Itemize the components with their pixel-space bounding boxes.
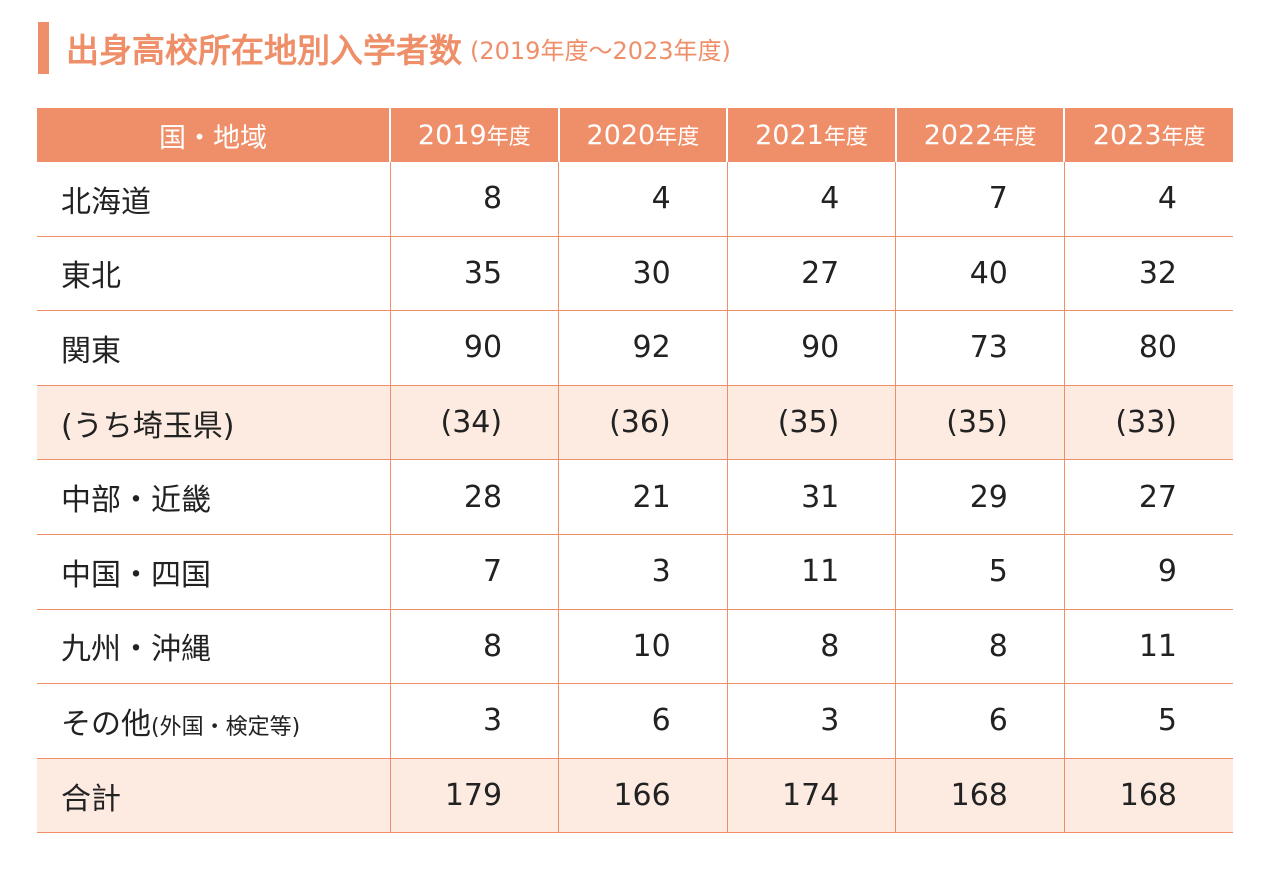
cell-value: 6	[558, 683, 728, 759]
table-row: 北海道 8 4 4 7 4	[37, 162, 1233, 237]
header-year-unit: 年度	[823, 125, 868, 150]
cell-value: 90	[389, 310, 559, 386]
header-year-unit: 年度	[1161, 125, 1206, 150]
title-subtitle: (2019年度〜2023年度)	[470, 36, 731, 65]
cell-value: (35)	[895, 385, 1065, 461]
header-year-number: 2019	[417, 120, 487, 151]
row-label: 東北	[37, 236, 390, 312]
table-row: 東北 35 30 27 40 32	[37, 236, 1233, 312]
header-year-number: 2023	[1092, 120, 1162, 151]
cell-value: 80	[1063, 310, 1233, 386]
cell-value: (33)	[1063, 385, 1233, 461]
cell-value: 28	[389, 459, 559, 535]
cell-value: 7	[389, 534, 559, 610]
cell-value: 27	[1063, 459, 1233, 535]
table-row-subtotal: (うち埼玉県) (34) (36) (35) (35) (33)	[37, 385, 1233, 461]
cell-value: 168	[895, 758, 1065, 834]
table-row: 九州・沖縄 8 10 8 8 11	[37, 609, 1233, 685]
cell-value: 5	[1063, 683, 1233, 759]
header-year-number: 2021	[755, 120, 824, 151]
cell-value: 166	[558, 758, 728, 834]
page-title: 出身高校所在地別入学者数 (2019年度〜2023年度)	[38, 22, 731, 74]
cell-value: 4	[558, 162, 728, 237]
cell-value: 11	[1063, 609, 1233, 685]
enrollment-table: 国・地域 2019年度 2020年度 2021年度 2022年度 2023年度 …	[37, 108, 1233, 834]
cell-value: 29	[895, 459, 1065, 535]
table-row: 中国・四国 7 3 11 5 9	[37, 534, 1233, 610]
row-label: 中国・四国	[37, 534, 390, 610]
cell-value: 8	[389, 609, 559, 685]
cell-value: 27	[726, 236, 896, 312]
cell-value: 168	[1063, 758, 1233, 834]
cell-value: 40	[895, 236, 1065, 312]
cell-value: 7	[895, 162, 1065, 237]
cell-value: 179	[389, 758, 559, 834]
cell-value: 73	[895, 310, 1065, 386]
header-year-unit: 年度	[486, 125, 531, 150]
row-label: (うち埼玉県)	[37, 385, 390, 461]
row-label: 北海道	[37, 162, 390, 237]
cell-value: 31	[726, 459, 896, 535]
row-label-note: (外国・検定等)	[151, 714, 301, 740]
header-year: 2023年度	[1063, 108, 1233, 162]
cell-value: 35	[389, 236, 559, 312]
cell-value: 90	[726, 310, 896, 386]
header-year-unit: 年度	[992, 125, 1037, 150]
table-row: 中部・近畿 28 21 31 29 27	[37, 459, 1233, 535]
header-year: 2022年度	[894, 108, 1065, 162]
cell-value: 5	[895, 534, 1065, 610]
row-label: 合計	[37, 758, 390, 834]
cell-value: 4	[1063, 162, 1233, 237]
cell-value: 32	[1063, 236, 1233, 312]
header-year-unit: 年度	[655, 125, 700, 150]
cell-value: 9	[1063, 534, 1233, 610]
header-region: 国・地域	[37, 108, 390, 162]
cell-value: 3	[389, 683, 559, 759]
header-year: 2020年度	[557, 108, 728, 162]
header-year-number: 2022	[923, 120, 993, 151]
header-year: 2021年度	[726, 108, 896, 162]
cell-value: 3	[558, 534, 728, 610]
cell-value: (35)	[726, 385, 896, 461]
title-main: 出身高校所在地別入学者数	[66, 31, 462, 70]
table-header-row: 国・地域 2019年度 2020年度 2021年度 2022年度 2023年度	[37, 108, 1233, 162]
cell-value: 8	[389, 162, 559, 237]
row-label: 関東	[37, 310, 390, 386]
table-row-total: 合計 179 166 174 168 168	[37, 758, 1233, 834]
cell-value: (36)	[558, 385, 728, 461]
row-label: 中部・近畿	[37, 459, 390, 535]
cell-value: 4	[726, 162, 896, 237]
cell-value: 11	[726, 534, 896, 610]
cell-value: 10	[558, 609, 728, 685]
cell-value: 92	[558, 310, 728, 386]
row-label: 九州・沖縄	[37, 609, 390, 685]
title-accent-bar	[38, 22, 49, 74]
cell-value: (34)	[389, 385, 559, 461]
header-year: 2019年度	[389, 108, 559, 162]
cell-value: 3	[726, 683, 896, 759]
cell-value: 30	[558, 236, 728, 312]
header-year-number: 2020	[586, 120, 656, 151]
table-row: 関東 90 92 90 73 80	[37, 310, 1233, 386]
cell-value: 6	[895, 683, 1065, 759]
cell-value: 8	[895, 609, 1065, 685]
row-label: その他	[61, 706, 151, 742]
table-row: その他(外国・検定等) 3 6 3 6 5	[37, 683, 1233, 759]
row-label-with-note: その他(外国・検定等)	[37, 683, 390, 759]
cell-value: 21	[558, 459, 728, 535]
cell-value: 8	[726, 609, 896, 685]
cell-value: 174	[726, 758, 896, 834]
